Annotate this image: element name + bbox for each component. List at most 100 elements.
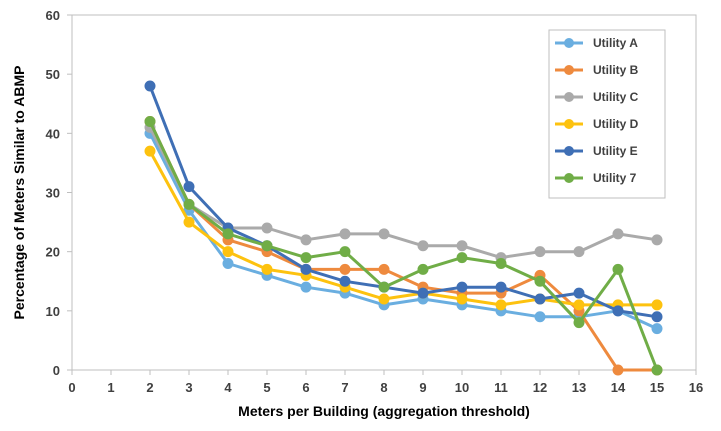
legend: Utility A Utility B Utility C Utility D Util… [548, 29, 666, 199]
data-point [261, 263, 273, 275]
data-point [300, 234, 312, 246]
series-line [148, 150, 657, 307]
data-point [378, 228, 390, 240]
data-point [417, 240, 429, 252]
data-point [612, 228, 624, 240]
x-tick-label: 4 [224, 380, 232, 395]
data-point [651, 299, 663, 311]
data-point [456, 281, 468, 293]
data-point [495, 258, 507, 269]
data-point [495, 281, 507, 293]
data-point [417, 287, 429, 299]
y-tick-label: 40 [46, 126, 60, 141]
legend-item: Utility E [555, 144, 638, 158]
data-point [612, 364, 624, 376]
legend-box [548, 29, 666, 199]
legend-label: Utility D [593, 117, 639, 131]
x-tick-label: 12 [533, 380, 547, 395]
data-point [573, 299, 585, 311]
legend-item: Utility 7 [555, 171, 637, 185]
x-tick-label: 14 [611, 380, 626, 395]
legend-swatch-marker [564, 92, 574, 102]
data-point [651, 364, 663, 376]
data-point [612, 263, 624, 275]
data-point [300, 252, 312, 264]
x-tick-label: 10 [455, 380, 469, 395]
data-point [339, 228, 351, 240]
legend-swatch-marker [564, 146, 574, 156]
x-tick-label: 2 [146, 380, 153, 395]
data-point [144, 80, 156, 92]
x-tick-label: 15 [650, 380, 664, 395]
x-tick-label: 5 [263, 380, 270, 395]
y-tick-label: 50 [46, 67, 60, 82]
data-point [183, 216, 195, 228]
x-tick-label: 16 [689, 380, 703, 395]
y-tick-label: 60 [46, 8, 60, 23]
data-point [222, 228, 234, 240]
legend-item: Utility A [555, 36, 638, 50]
x-tick-label: 13 [572, 380, 586, 395]
legend-label: Utility B [593, 63, 639, 77]
y-tick-label: 30 [46, 186, 60, 201]
legend-swatch-marker [564, 119, 574, 129]
y-tick-label: 0 [53, 363, 60, 378]
data-point [183, 181, 195, 193]
data-point [651, 311, 663, 323]
legend-label: Utility C [593, 90, 639, 104]
data-point [261, 222, 273, 234]
series-line [148, 120, 659, 371]
x-tick-label: 11 [494, 380, 508, 395]
x-tick-label: 8 [380, 380, 387, 395]
data-point [651, 323, 663, 335]
legend-swatch-marker [564, 38, 574, 48]
x-tick-label: 0 [68, 380, 75, 395]
x-axis-title: Meters per Building (aggregation thresho… [238, 403, 530, 419]
series-layer [144, 80, 663, 376]
series-utility-7 [144, 116, 663, 376]
y-tick-label: 20 [46, 245, 60, 260]
data-point [261, 240, 273, 252]
data-point [339, 246, 351, 258]
data-point [339, 275, 351, 287]
data-point [573, 246, 585, 258]
data-point [378, 293, 390, 305]
series-utility-e [144, 80, 663, 323]
data-point [300, 263, 312, 275]
x-tick-label: 7 [341, 380, 348, 395]
data-point [534, 275, 546, 287]
data-point [456, 252, 468, 264]
data-point [612, 305, 624, 317]
data-point [456, 293, 468, 305]
data-point [144, 145, 156, 157]
x-tick-label: 1 [107, 380, 114, 395]
legend-label: Utility E [593, 144, 638, 158]
x-tick-label: 6 [302, 380, 309, 395]
data-point [222, 246, 234, 258]
data-point [378, 281, 390, 293]
x-tick-label: 9 [419, 380, 426, 395]
data-point [573, 287, 585, 299]
legend-label: Utility A [593, 36, 638, 50]
data-point [183, 198, 195, 210]
data-point [495, 299, 507, 311]
axes: 0 1 2 3 4 5 6 7 8 9 10 11 12 13 14 15 160102030405060Met… [11, 8, 703, 419]
y-tick-label: 10 [46, 304, 60, 319]
data-point [534, 311, 546, 323]
data-point [144, 116, 156, 127]
data-point [651, 234, 663, 246]
series-line [148, 85, 658, 319]
legend-item: Utility C [555, 90, 639, 104]
data-point [300, 281, 312, 293]
legend-item: Utility D [555, 117, 639, 131]
legend-swatch-marker [564, 65, 574, 75]
data-point [222, 258, 234, 269]
series-line [148, 126, 658, 260]
data-point [339, 263, 351, 275]
legend-item: Utility B [555, 63, 639, 77]
data-point [534, 246, 546, 258]
data-point [378, 263, 390, 275]
legend-swatch-marker [564, 173, 574, 183]
